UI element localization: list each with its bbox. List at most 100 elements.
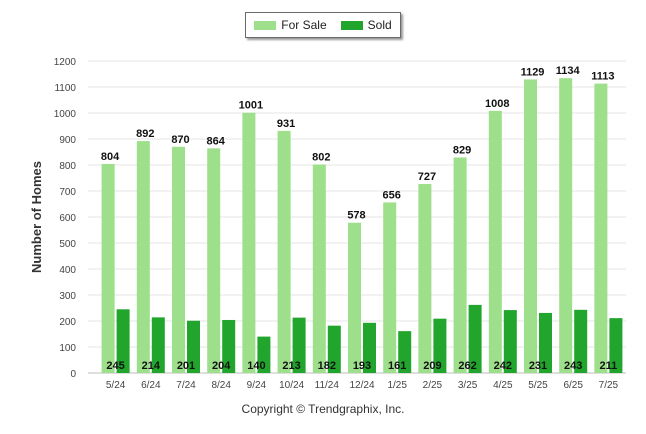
bar-sold [187,320,200,373]
bar-sold [609,318,623,373]
x-tick-label: 11/24 [315,380,340,391]
data-label-for-sale: 829 [453,144,471,156]
y-tick-label: 1000 [54,109,77,120]
legend-label-sold: Sold [367,18,392,32]
data-label-sold: 161 [388,360,406,372]
y-axis: 0 100 200 300 400 500 600 700 800 900 1000 1100 1200 [54,57,77,380]
x-tick-label: 1/25 [387,380,407,391]
y-tick-label: 700 [59,187,76,198]
data-label-sold: 182 [318,360,336,372]
bar-for-sale [594,83,608,374]
bar-for-sale [559,78,573,373]
data-label-sold: 140 [247,360,265,372]
y-tick-label: 1100 [54,83,76,94]
bar-sold [574,309,588,373]
bar-sold [257,336,271,373]
data-label-for-sale: 931 [277,118,295,130]
data-label-sold: 243 [564,360,582,372]
bars: 804 245 892 214 870 201 864 204 1001 140 931 213 802… [101,65,623,374]
x-tick-label: 5/25 [528,380,548,391]
x-tick-label: 7/25 [599,380,619,391]
data-label-sold: 204 [212,360,231,372]
bar-sold [468,304,482,373]
data-label-for-sale: 892 [136,128,154,140]
data-label-sold: 211 [600,360,618,372]
bar-sold [398,331,412,373]
bar-sold [503,310,517,373]
legend-swatch-for-sale [254,20,277,30]
data-label-sold: 209 [423,360,441,372]
y-tick-label: 500 [59,239,76,250]
data-label-for-sale: 1129 [521,66,545,78]
bar-for-sale [172,146,185,373]
y-tick-label: 900 [59,135,76,146]
bar-for-sale [418,183,432,373]
y-tick-label: 0 [70,369,76,380]
data-label-sold: 214 [142,360,161,372]
bar-for-sale [242,112,256,374]
bar-sold [363,322,376,373]
data-label-for-sale: 727 [418,171,436,183]
data-label-for-sale: 1134 [556,65,581,77]
bar-sold [292,317,306,373]
bar-for-sale [312,164,326,373]
data-label-sold: 201 [177,360,195,372]
x-tick-label: 5/24 [106,380,126,391]
x-tick-label: 7/24 [176,380,196,391]
bar-for-sale [488,110,502,374]
bar-for-sale [453,157,467,373]
bar-for-sale [524,79,537,374]
data-label-for-sale: 864 [207,135,226,147]
data-label-for-sale: 1001 [239,100,263,112]
x-axis: 5/24 6/24 7/24 8/24 9/24 10/24 11/24 12/24 1/25 2… [106,380,619,391]
bar-for-sale [383,202,397,373]
legend-item-sold: Sold [340,18,392,32]
legend-swatch-sold [340,20,363,30]
bar-for-sale [101,163,115,373]
data-label-sold: 213 [282,360,300,372]
y-axis-label: Number of Homes [29,161,44,273]
x-tick-label: 10/24 [279,380,304,391]
data-label-for-sale: 656 [383,189,401,201]
data-label-for-sale: 1113 [591,71,614,83]
data-label-sold: 245 [106,360,124,372]
legend-item-for-sale: For Sale [254,18,327,32]
x-tick-label: 8/24 [211,380,231,391]
bar-sold [116,309,130,373]
legend: For Sale Sold [245,12,401,38]
data-label-for-sale: 1008 [485,98,509,110]
y-tick-label: 600 [59,213,76,224]
x-tick-label: 4/25 [493,380,513,391]
bar-sold [222,319,236,373]
y-tick-label: 1200 [54,57,77,68]
data-label-for-sale: 578 [347,210,365,222]
y-tick-label: 800 [59,161,76,172]
x-tick-label: 2/25 [423,380,443,391]
data-label-sold: 193 [353,360,371,372]
data-label-sold: 262 [458,360,476,372]
x-tick-label: 6/24 [141,380,161,391]
legend-label-for-sale: For Sale [281,18,327,32]
x-tick-label: 12/24 [349,380,374,391]
bar-for-sale [348,222,361,373]
data-label-for-sale: 802 [312,151,330,163]
bar-for-sale [136,141,150,373]
y-tick-label: 200 [59,317,76,328]
data-label-for-sale: 804 [101,151,120,163]
bar-sold [151,317,165,373]
x-tick-label: 9/24 [247,380,267,391]
x-tick-label: 3/25 [458,380,478,391]
bar-sold [539,312,552,373]
y-tick-label: 300 [59,291,76,302]
data-label-sold: 231 [529,360,547,372]
x-tick-label: 6/25 [563,380,583,391]
copyright-text: Copyright © Trendgraphix, Inc. [241,402,405,416]
data-label-for-sale: 870 [171,134,189,146]
y-tick-label: 400 [59,265,76,276]
bar-for-sale [207,148,221,373]
data-label-sold: 242 [494,360,512,372]
bar-sold [433,318,447,373]
y-tick-label: 100 [59,343,76,354]
bar-for-sale [277,130,291,373]
